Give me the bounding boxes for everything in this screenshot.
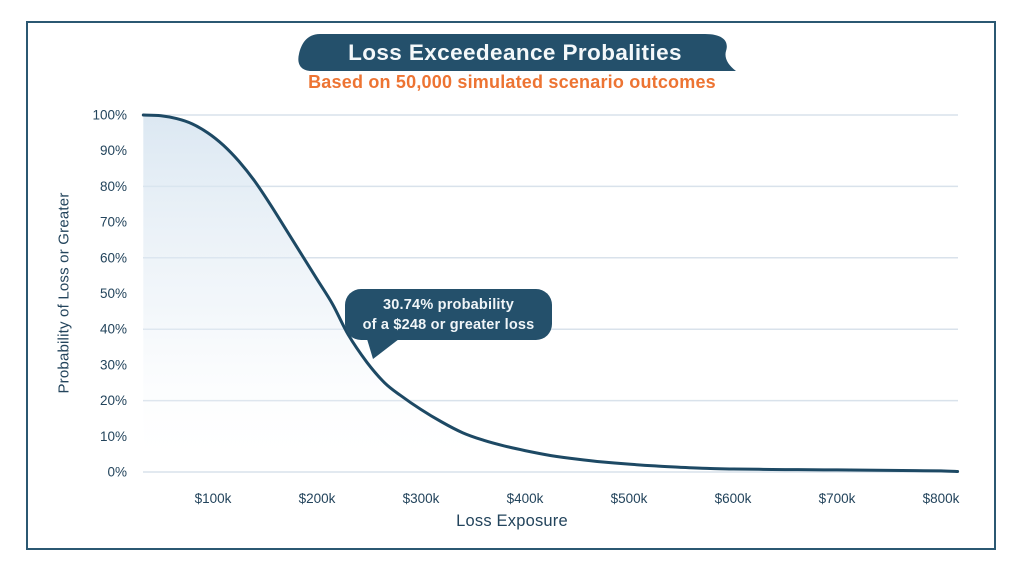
figure-border [26,21,996,550]
x-axis-title: Loss Exposure [456,512,568,530]
y-tick-label-50: 50% [100,286,127,301]
x-tick-label-700k: $700k [819,491,856,506]
tooltip-line2: of a $248 or greater loss [362,316,535,333]
x-tick-label-100k: $100k [195,491,232,506]
tooltip-pointer [367,339,399,359]
x-tick-label-800k: $800k [923,491,960,506]
y-tick-label-90: 90% [100,143,127,158]
y-tick-label-20: 20% [100,393,127,408]
x-tick-label-500k: $500k [611,491,648,506]
tooltip-line1: 30.74% probability [383,296,514,313]
y-tick-label-60: 60% [100,250,127,265]
y-tick-label-0: 0% [107,465,127,480]
y-tick-label-70: 70% [100,215,127,230]
chart-title: Loss Exceedeance Probalities [348,40,682,65]
annotation-tooltip: 30.74% probability of a $248 or greater … [345,289,552,359]
y-tick-label-10: 10% [100,429,127,444]
y-tick-label-80: 80% [100,179,127,194]
chart-subtitle: Based on 50,000 simulated scenario outco… [308,72,716,92]
y-axis-title: Probability of Loss or Greater [55,192,73,394]
exceedance-curve [141,113,960,473]
x-tick-label-300k: $300k [403,491,440,506]
y-tick-label-40: 40% [100,322,127,337]
x-tick-label-600k: $600k [715,491,752,506]
exceedance-area-fill [143,115,958,472]
x-tick-label-200k: $200k [299,491,336,506]
x-tick-label-400k: $400k [507,491,544,506]
y-tick-label-100: 100% [92,108,127,123]
title-badge [298,34,736,71]
y-tick-label-30: 30% [100,357,127,372]
title-badge-shape [298,34,736,71]
